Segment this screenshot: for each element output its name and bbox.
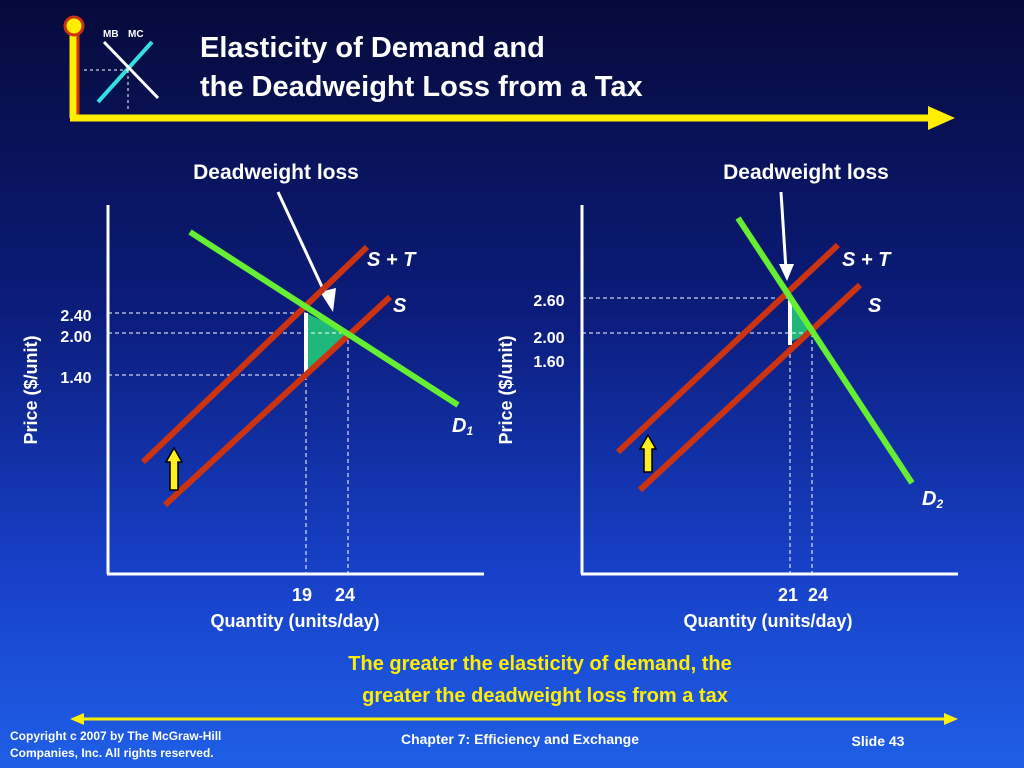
deadweight-triangle-left [306,313,348,372]
series-label-s-left: S [393,295,407,317]
deadweight-pointer-left-head-icon [320,288,336,312]
copyright-line2: Companies, Inc. All rights reserved. [10,746,214,760]
logo-mc-line [96,40,154,104]
header-frame [63,15,955,130]
footer-divider [70,713,958,725]
y-tick-260: 2.60 [533,293,564,310]
y-tick-240: 2.40 [60,308,91,325]
deadweight-loss-label-right: Deadweight loss [723,161,889,184]
chapter-label: Chapter 7: Efficiency and Exchange [401,731,639,747]
conclusion-line1: The greater the elasticity of demand, th… [348,653,731,675]
deadweight-pointer-left [276,191,332,305]
title-line2: the Deadweight Loss from a Tax [200,71,643,103]
x-tick-24-left: 24 [335,585,355,605]
tax-arrow-left-icon [164,446,184,491]
logo-mc-label: MC [128,29,144,40]
tax-arrow-right-icon [638,433,658,473]
chart-left: Deadweight loss 2.40 2.00 1.40 19 24 Qua… [21,161,484,631]
series-label-s-plus-t-left-text: S + T [367,249,417,271]
header-arrowhead-icon [928,106,955,130]
footer-arrow-left-icon [70,713,84,725]
supply-line-right [637,282,863,493]
deadweight-loss-label-left: Deadweight loss [193,161,359,184]
y-tick-160: 1.60 [533,354,564,371]
supply-plus-tax-line-left [140,244,370,465]
supply-line-left [162,294,393,508]
y-axis-label-right: Price ($/unit) [496,335,516,444]
conclusion-line2: greater the deadweight loss from a tax [362,685,728,707]
series-label-s-right: S [868,295,882,317]
x-tick-19: 19 [292,585,312,605]
footer-arrow-right-icon [944,713,958,725]
series-label-s-plus-t-right: S + T [842,249,892,271]
x-axis-label-right: Quantity (units/day) [683,611,852,631]
series-label-s-plus-t-left: S + T [367,249,417,271]
y-tick-200-right: 2.00 [533,330,564,347]
title-line1: Elasticity of Demand and [200,32,545,64]
chart-right: Deadweight loss 2.60 2.00 1.60 21 24 Qua… [496,161,958,631]
slide-number: Slide 43 [852,733,905,749]
mb-mc-logo: MB MC [84,29,160,112]
deadweight-pointer-right [779,191,788,271]
y-axis-label-left: Price ($/unit) [21,335,41,444]
y-tick-140: 1.40 [60,370,91,387]
copyright-line1: Copyright c 2007 by The McGraw-Hill [10,729,221,743]
x-tick-21: 21 [778,585,798,605]
demand-line-d2 [735,216,915,485]
x-axis-label-left: Quantity (units/day) [210,611,379,631]
logo-mb-label: MB [103,29,119,40]
series-label-d1: D1 [452,415,473,438]
header-knob-icon [63,15,85,37]
deadweight-pointer-right-head-icon [779,264,794,281]
supply-plus-tax-line-right [615,242,841,455]
demand-line-d1 [188,229,460,408]
series-label-d2: D2 [922,488,943,511]
logo-mb-line [102,40,160,100]
y-tick-200-left: 2.00 [60,329,91,346]
x-tick-24-right: 24 [808,585,828,605]
